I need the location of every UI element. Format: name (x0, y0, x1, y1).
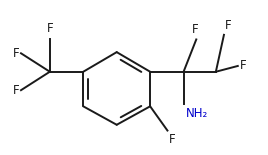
Text: F: F (225, 19, 232, 32)
Text: F: F (47, 22, 53, 35)
Text: F: F (192, 23, 198, 36)
Text: F: F (240, 60, 246, 73)
Text: F: F (13, 84, 19, 97)
Text: NH₂: NH₂ (185, 107, 208, 120)
Text: F: F (169, 133, 175, 146)
Text: F: F (13, 47, 19, 60)
